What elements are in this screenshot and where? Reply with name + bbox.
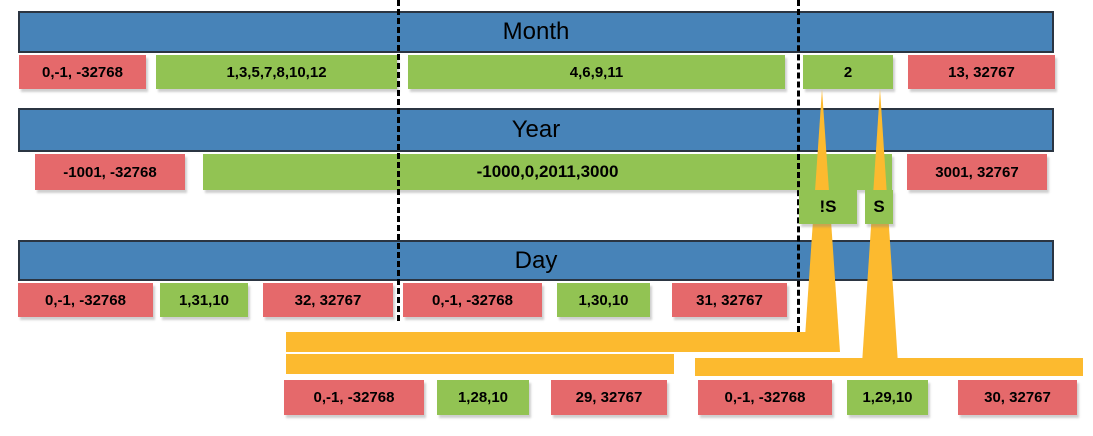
connector-band-leap (695, 358, 1083, 376)
leap-year-box: S (865, 190, 893, 224)
day31-class-invalid-high: 32, 32767 (263, 283, 393, 317)
year-class-invalid-low: -1001, -32768 (35, 154, 185, 190)
day-feb-leap-class-valid: 1,29,10 (847, 380, 928, 415)
day30-class-invalid-low: 0,-1, -32768 (403, 283, 542, 317)
day-feb-not-leap-class-valid: 1,28,10 (437, 380, 529, 415)
section-divider-dashed-line-2 (797, 0, 800, 332)
month-class-invalid-low: 0,-1, -32768 (19, 55, 146, 89)
day-bar-label: Day (514, 246, 558, 274)
year-class-invalid-high: 3001, 32767 (907, 154, 1047, 190)
connector-band-not-leap-lower (286, 354, 674, 374)
day31-class-invalid-low: 0,-1, -32768 (18, 283, 153, 317)
day30-class-valid: 1,30,10 (557, 283, 650, 317)
month-class-valid-30-day-months: 4,6,9,11 (408, 55, 785, 89)
month-class-valid-february: 2 (803, 55, 893, 89)
day31-class-valid: 1,31,10 (160, 283, 248, 317)
section-divider-dashed-line-1 (397, 0, 400, 321)
month-range-bar: Month (18, 11, 1054, 53)
year-bar-label: Year (511, 116, 561, 143)
day-feb-not-leap-class-invalid-low: 0,-1, -32768 (284, 380, 424, 415)
month-class-valid-31-day-months: 1,3,5,7,8,10,12 (156, 55, 397, 89)
month-bar-label: Month (502, 18, 570, 45)
day-feb-leap-class-invalid-low: 0,-1, -32768 (698, 380, 832, 415)
year-class-valid: -1000,0,2011,3000 (203, 154, 892, 190)
day-feb-not-leap-class-invalid-high: 29, 32767 (551, 380, 667, 415)
day30-class-invalid-high: 31, 32767 (672, 283, 787, 317)
year-range-bar: Year (18, 108, 1054, 152)
month-class-invalid-high: 13, 32767 (908, 55, 1055, 89)
connector-band-not-leap-upper (286, 332, 837, 352)
not-leap-year-box: !S (799, 190, 857, 224)
day-range-bar: Day (18, 240, 1054, 281)
day-feb-leap-class-invalid-high: 30, 32767 (958, 380, 1077, 415)
